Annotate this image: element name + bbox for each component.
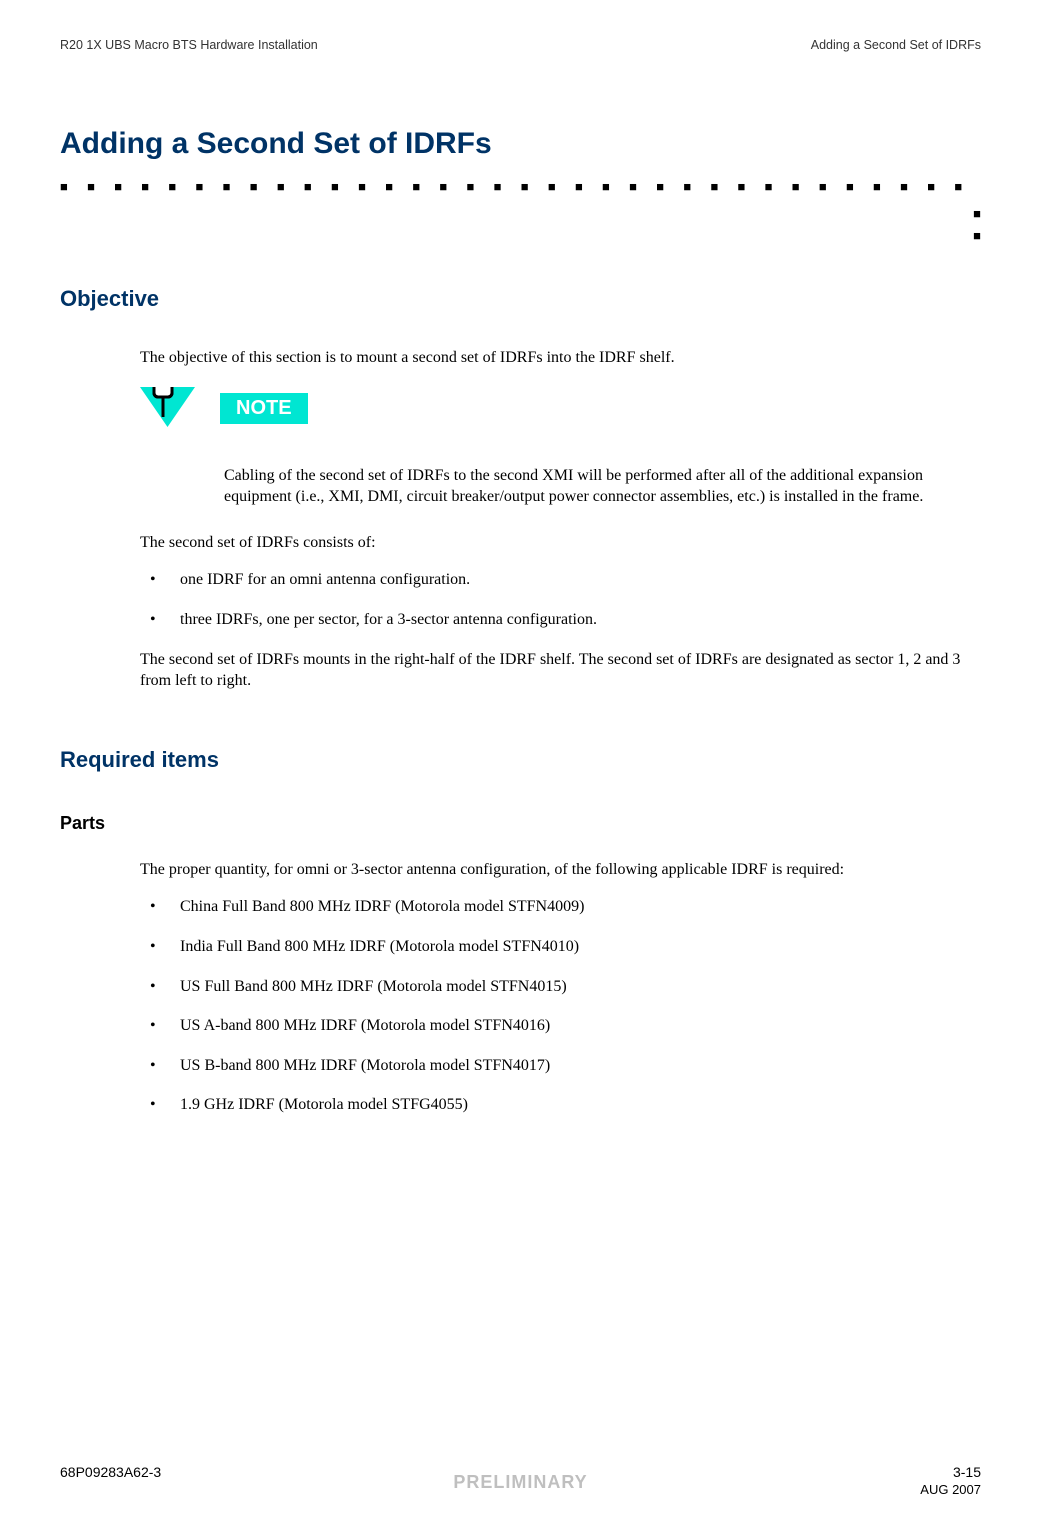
required-heading: Required items [60,747,981,773]
list-item: US A-band 800 MHz IDRF (Motorola model S… [140,1015,976,1037]
page-header: R20 1X UBS Macro BTS Hardware Installati… [60,38,981,52]
page: R20 1X UBS Macro BTS Hardware Installati… [0,0,1041,1527]
mounts-text: The second set of IDRFs mounts in the ri… [140,649,976,692]
consists-list: one IDRF for an omni antenna configurati… [140,569,976,630]
note-icon [140,387,210,447]
header-left: R20 1X UBS Macro BTS Hardware Installati… [60,38,318,52]
note-label-wrap: NOTE [220,387,308,424]
note-body-text: Cabling of the second set of IDRFs to th… [224,465,976,508]
dots-vertical: ■■ [973,203,981,247]
list-item: US Full Band 800 MHz IDRF (Motorola mode… [140,976,976,998]
note-label: NOTE [220,393,308,424]
header-right: Adding a Second Set of IDRFs [811,38,981,52]
objective-body: The objective of this section is to moun… [140,347,976,692]
list-item: three IDRFs, one per sector, for a 3-sec… [140,609,976,631]
dots-horizontal: ■ ■ ■ ■ ■ ■ ■ ■ ■ ■ ■ ■ ■ ■ ■ ■ ■ ■ ■ ■ … [60,181,981,193]
parts-heading: Parts [60,813,981,834]
page-title: Adding a Second Set of IDRFs [60,127,981,161]
parts-list: China Full Band 800 MHz IDRF (Motorola m… [140,896,976,1116]
note-block: NOTE [140,387,976,447]
parts-body: The proper quantity, for omni or 3-secto… [140,859,976,1116]
objective-intro: The objective of this section is to moun… [140,347,976,369]
dotted-divider: ■ ■ ■ ■ ■ ■ ■ ■ ■ ■ ■ ■ ■ ■ ■ ■ ■ ■ ■ ■ … [60,181,981,231]
list-item: one IDRF for an omni antenna configurati… [140,569,976,591]
list-item: India Full Band 800 MHz IDRF (Motorola m… [140,936,976,958]
list-item: 1.9 GHz IDRF (Motorola model STFG4055) [140,1094,976,1116]
objective-heading: Objective [60,286,981,312]
page-footer: 68P09283A62-3 3-15 PRELIMINARY AUG 2007 [60,1464,981,1497]
list-item: China Full Band 800 MHz IDRF (Motorola m… [140,896,976,918]
consists-intro: The second set of IDRFs consists of: [140,532,976,554]
preliminary-label: PRELIMINARY [60,1472,981,1493]
list-item: US B-band 800 MHz IDRF (Motorola model S… [140,1055,976,1077]
parts-intro: The proper quantity, for omni or 3-secto… [140,859,976,881]
